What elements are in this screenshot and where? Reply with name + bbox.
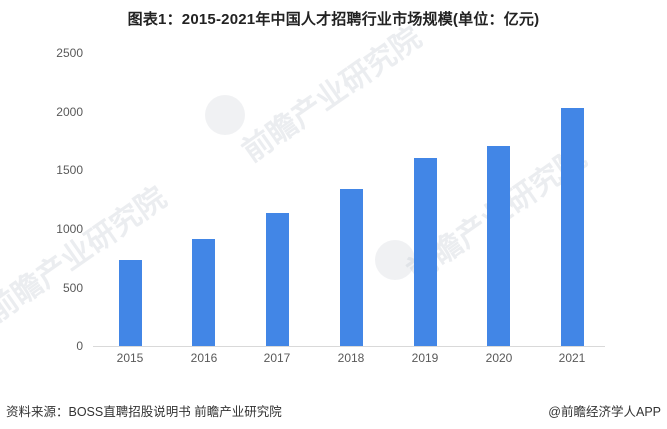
chart-title: 图表1：2015-2021年中国人才招聘行业市场规模(单位：亿元) [127, 11, 540, 28]
bar-2015 [119, 260, 142, 346]
bar-2018 [340, 189, 363, 346]
source-note: 资料来源：BOSS直聘招股说明书 前瞻产业研究院 [6, 405, 282, 419]
y-tick-label: 2000 [56, 105, 83, 119]
y-tick-label: 2500 [56, 46, 83, 60]
x-tick-label: 2015 [116, 351, 144, 365]
y-tick-label: 0 [76, 339, 83, 353]
x-tick-label: 2016 [190, 351, 218, 365]
bar-2017 [266, 213, 289, 346]
x-tick-label: 2019 [411, 351, 439, 365]
y-tick-label: 1000 [56, 222, 83, 236]
y-tick-label: 1500 [56, 163, 83, 177]
x-tick-label: 2020 [485, 351, 513, 365]
bar-2016 [192, 239, 215, 346]
x-axis-line [93, 346, 605, 347]
bar-2019 [414, 158, 437, 346]
x-tick-label: 2018 [337, 351, 365, 365]
y-tick-label: 500 [62, 281, 83, 295]
x-tick-label: 2021 [558, 351, 586, 365]
x-tick-label: 2017 [263, 351, 291, 365]
bar-2021 [561, 108, 584, 346]
bar-2020 [487, 146, 510, 346]
credit-note: @前瞻经济学人APP [548, 405, 661, 419]
